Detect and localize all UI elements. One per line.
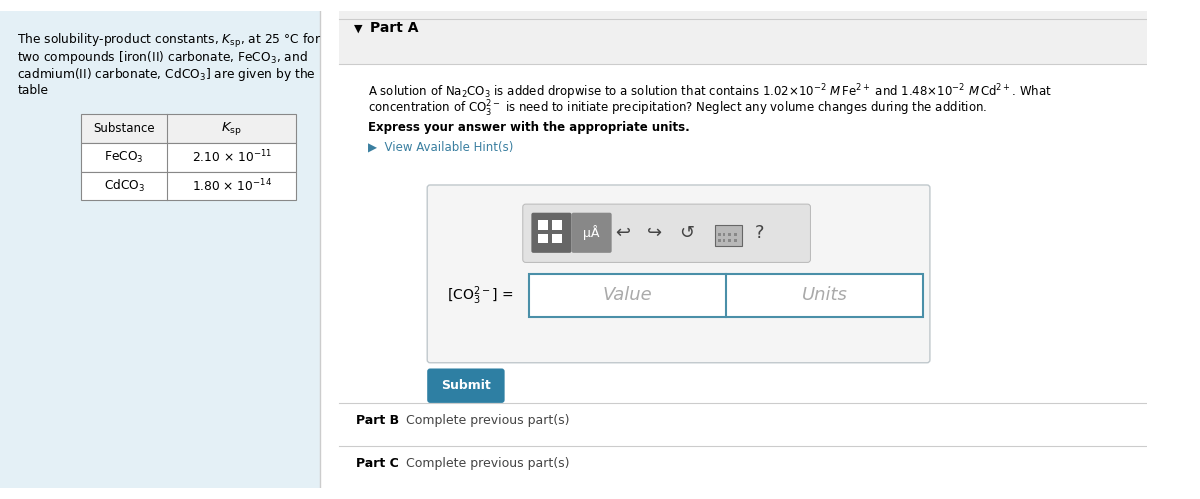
Bar — [552, 234, 562, 244]
Text: The solubility-product constants, $\mathit{K}_{\rm sp}$, at 25 °C for: The solubility-product constants, $\math… — [17, 32, 322, 50]
FancyBboxPatch shape — [571, 213, 612, 253]
Text: Units: Units — [802, 286, 847, 304]
Bar — [82, 143, 296, 172]
Bar — [538, 221, 547, 230]
Text: μÅ: μÅ — [583, 225, 600, 240]
FancyBboxPatch shape — [427, 368, 505, 403]
Bar — [538, 234, 547, 244]
FancyBboxPatch shape — [523, 204, 810, 262]
Bar — [722, 239, 725, 242]
Text: table: table — [17, 84, 48, 97]
Bar — [718, 239, 721, 242]
Text: concentration of CO$_3^{2-}$ is need to initiate precipitation? Neglect any volu: concentration of CO$_3^{2-}$ is need to … — [368, 99, 988, 119]
Bar — [82, 172, 296, 200]
Text: $\mathit{K}_{\rm sp}$: $\mathit{K}_{\rm sp}$ — [221, 120, 242, 137]
Text: Express your answer with the appropriate units.: Express your answer with the appropriate… — [368, 121, 690, 134]
Text: FeCO$_3$: FeCO$_3$ — [104, 150, 144, 165]
Bar — [82, 114, 296, 143]
Text: ▶  View Available Hint(s): ▶ View Available Hint(s) — [368, 140, 514, 153]
Text: ↪: ↪ — [647, 224, 662, 242]
Bar — [718, 233, 721, 236]
Text: Part C: Part C — [356, 458, 400, 471]
Text: A solution of Na$_2$CO$_3$ is added dropwise to a solution that contains 1.02×10: A solution of Na$_2$CO$_3$ is added drop… — [368, 83, 1051, 102]
Text: Part A: Part A — [370, 21, 419, 35]
Text: ?: ? — [755, 224, 764, 242]
Bar — [734, 239, 737, 242]
Text: Part B: Part B — [356, 414, 400, 427]
Bar — [728, 239, 731, 242]
Bar — [528, 274, 923, 317]
Text: $[\mathrm{CO_3^{2-}}]$ =: $[\mathrm{CO_3^{2-}}]$ = — [448, 284, 514, 307]
Text: ▼: ▼ — [354, 23, 362, 33]
Bar — [715, 225, 742, 246]
Text: cadmium(II) carbonate, CdCO$_3$] are given by the: cadmium(II) carbonate, CdCO$_3$] are giv… — [17, 66, 316, 83]
Text: 2.10 $\times$ 10$^{-11}$: 2.10 $\times$ 10$^{-11}$ — [192, 149, 272, 166]
Bar — [0, 11, 320, 488]
Text: CdCO$_3$: CdCO$_3$ — [103, 178, 145, 194]
Text: Complete previous part(s): Complete previous part(s) — [406, 458, 570, 471]
Text: 1.80 $\times$ 10$^{-14}$: 1.80 $\times$ 10$^{-14}$ — [192, 178, 272, 194]
Text: ↩: ↩ — [616, 224, 631, 242]
Text: two compounds [iron(II) carbonate, FeCO$_3$, and: two compounds [iron(II) carbonate, FeCO$… — [17, 49, 308, 66]
Text: Submit: Submit — [442, 379, 491, 392]
Text: ↺: ↺ — [679, 224, 694, 242]
Bar — [734, 233, 737, 236]
Text: Value: Value — [602, 286, 652, 304]
Bar — [340, 11, 1147, 63]
Bar — [552, 221, 562, 230]
Bar — [722, 233, 725, 236]
FancyBboxPatch shape — [427, 185, 930, 363]
Bar — [728, 233, 731, 236]
Text: Complete previous part(s): Complete previous part(s) — [406, 414, 570, 427]
FancyBboxPatch shape — [532, 213, 571, 253]
Text: Substance: Substance — [94, 122, 155, 135]
